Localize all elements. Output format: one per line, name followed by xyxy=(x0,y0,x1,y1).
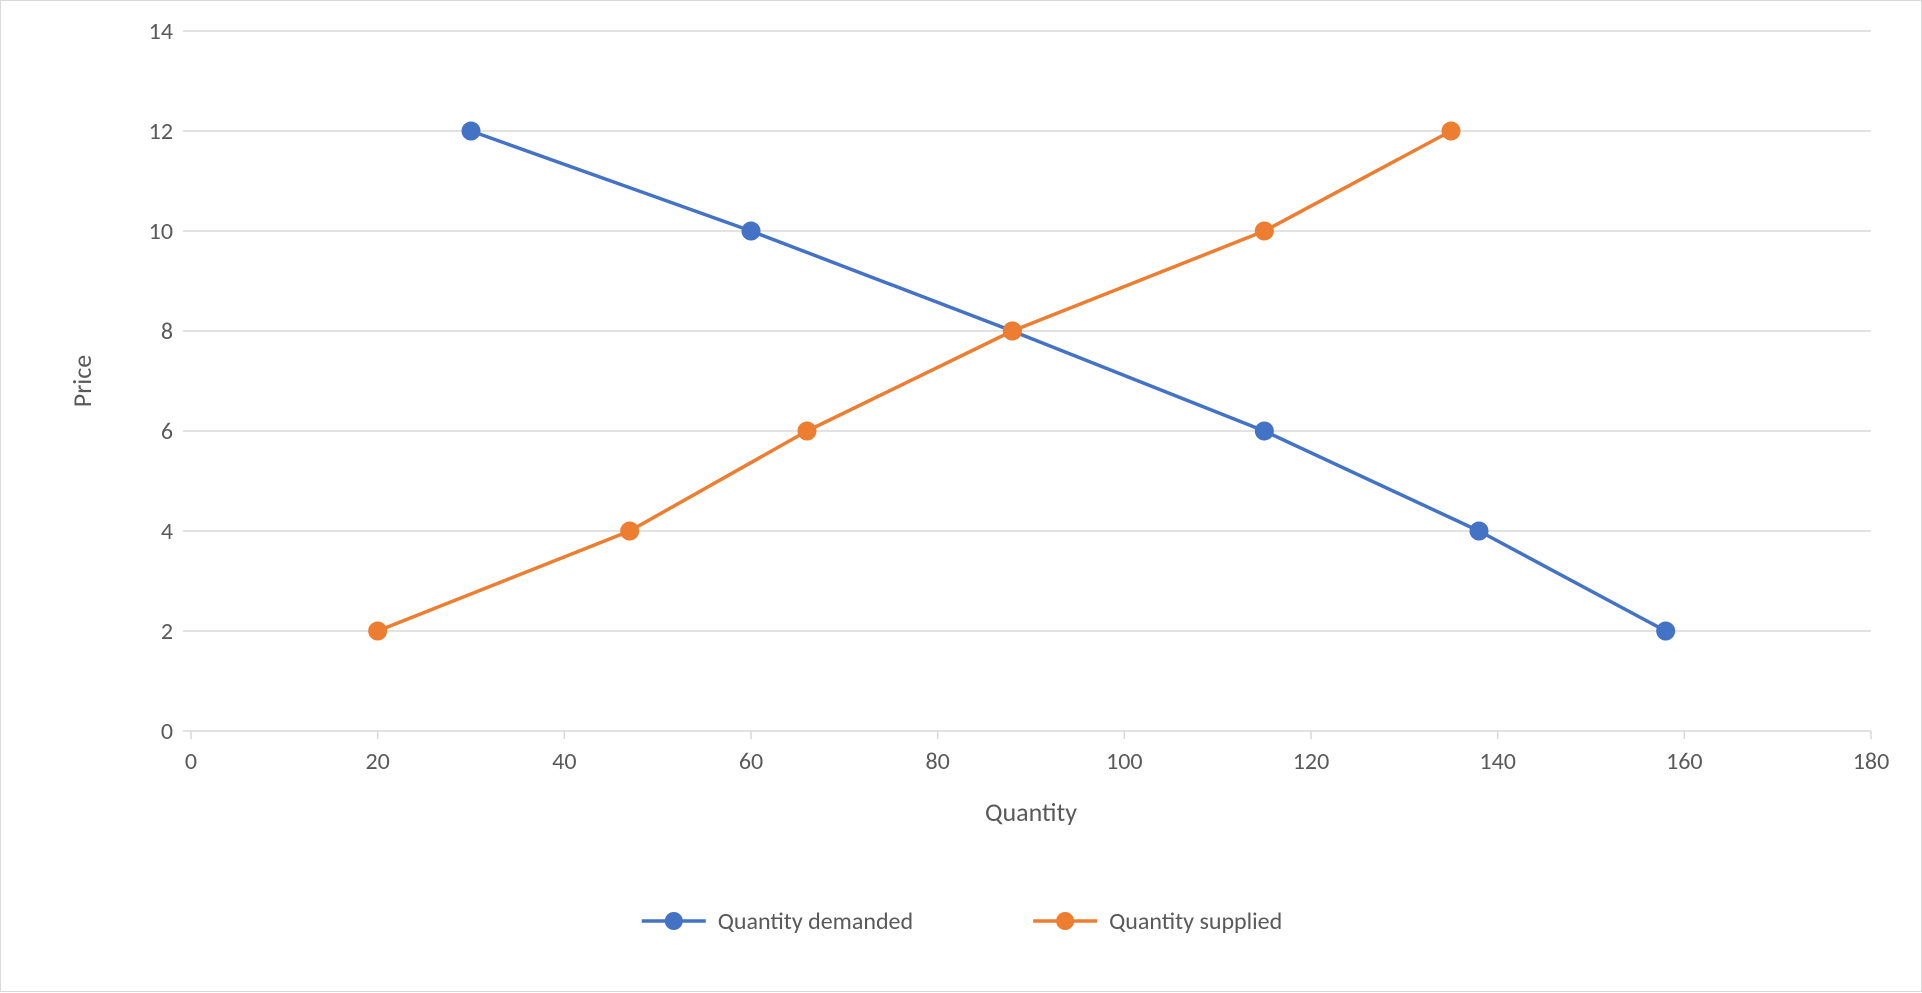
data-point xyxy=(369,622,387,640)
data-point xyxy=(1003,322,1021,340)
x-tick-label: 140 xyxy=(1479,747,1516,776)
legend: Quantity demanded Quantity supplied xyxy=(642,907,1282,936)
legend-item: Quantity demanded xyxy=(642,907,913,936)
y-axis-label: Price xyxy=(66,355,98,407)
y-tick-label: 14 xyxy=(149,17,173,46)
data-point xyxy=(742,222,760,240)
data-point xyxy=(1470,522,1488,540)
x-tick-label: 20 xyxy=(366,747,390,776)
data-point xyxy=(1657,622,1675,640)
x-tick-label: 160 xyxy=(1666,747,1703,776)
data-point xyxy=(1255,222,1273,240)
data-point xyxy=(621,522,639,540)
x-tick-label: 100 xyxy=(1106,747,1143,776)
data-point xyxy=(1255,422,1273,440)
x-axis: 0 20 40 60 80 100 120 140 160 180 Quantity xyxy=(185,731,1889,828)
y-tick-label: 6 xyxy=(161,417,173,446)
x-tick-label: 0 xyxy=(185,747,197,776)
legend-label: Quantity supplied xyxy=(1109,907,1282,936)
x-tick-label: 40 xyxy=(552,747,576,776)
legend-marker xyxy=(1056,912,1074,930)
data-point xyxy=(798,422,816,440)
data-point xyxy=(462,122,480,140)
y-tick-label: 8 xyxy=(161,317,173,346)
y-tick-label: 4 xyxy=(161,517,173,546)
data-point xyxy=(1442,122,1460,140)
chart-frame: 0 20 40 60 80 100 120 140 160 180 Quantity 0 2 4 6 8 10 1… xyxy=(0,0,1922,992)
y-tick-label: 10 xyxy=(149,217,173,246)
plot-area xyxy=(191,31,1871,731)
supply-demand-chart: 0 20 40 60 80 100 120 140 160 180 Quantity 0 2 4 6 8 10 1… xyxy=(1,1,1922,993)
legend-item: Quantity supplied xyxy=(1033,907,1282,936)
y-tick-label: 12 xyxy=(149,117,173,146)
legend-label: Quantity demanded xyxy=(718,907,913,936)
legend-marker xyxy=(665,912,683,930)
x-tick-label: 180 xyxy=(1853,747,1890,776)
x-axis-label: Quantity xyxy=(985,796,1077,828)
y-tick-label: 2 xyxy=(161,617,173,646)
x-tick-label: 60 xyxy=(739,747,763,776)
y-axis: 0 2 4 6 8 10 12 14 Price xyxy=(66,17,191,746)
x-tick-label: 80 xyxy=(926,747,950,776)
y-tick-label: 0 xyxy=(161,717,173,746)
x-tick-label: 120 xyxy=(1293,747,1330,776)
